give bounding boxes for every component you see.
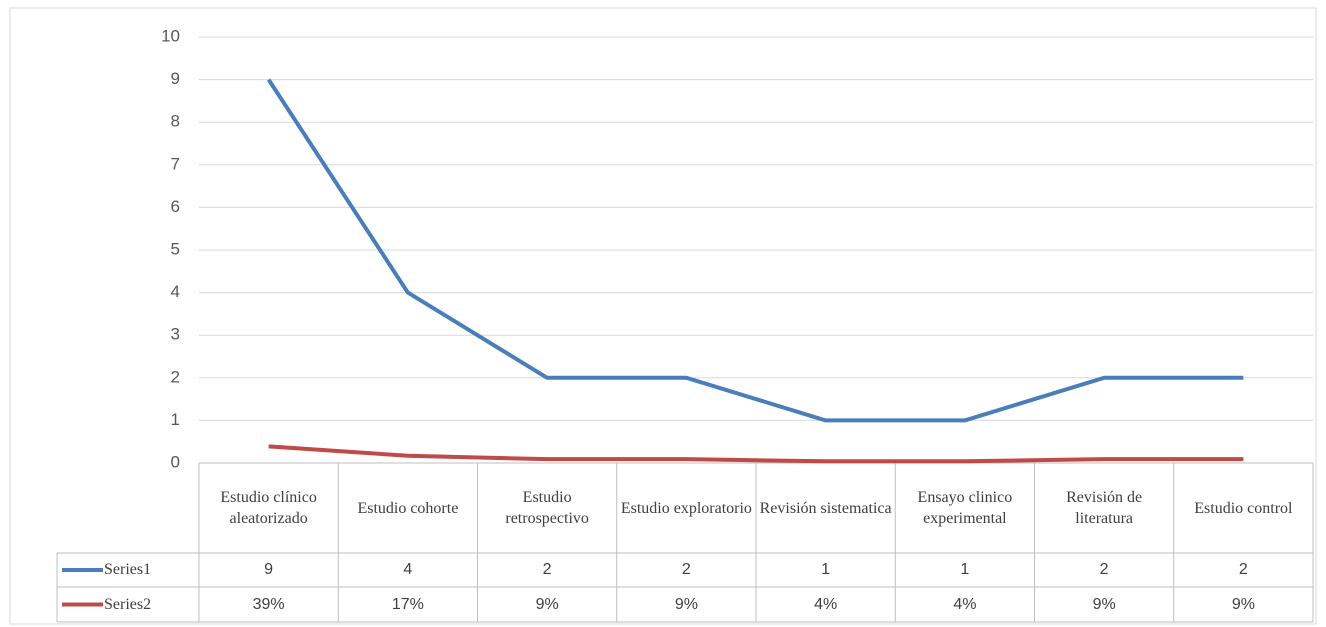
category-label: Estudio retrospectivo [505, 489, 589, 527]
table-value: 1 [960, 561, 970, 578]
y-tick-label: 6 [171, 197, 180, 216]
table-value: 1 [821, 561, 831, 578]
y-tick-label: 10 [161, 26, 180, 45]
chart-border [9, 7, 1317, 625]
y-tick-label: 5 [171, 239, 180, 258]
y-tick-label: 0 [171, 452, 180, 471]
category-label: Revisión de literatura [1066, 489, 1143, 527]
y-tick-label: 4 [171, 282, 180, 301]
category-label: Ensayo clinico experimental [917, 489, 1013, 527]
table-value: 9 [264, 561, 274, 578]
legend-label: Series1 [104, 561, 152, 578]
table-value: 2 [542, 561, 552, 578]
y-tick-label: 7 [171, 154, 180, 173]
category-label: Estudio exploratorio [620, 499, 752, 517]
legend-label: Series2 [104, 595, 152, 613]
y-tick-label: 3 [171, 325, 180, 344]
category-label: Estudio clínico aleatorizado [220, 489, 317, 527]
table-value: 2 [1238, 561, 1248, 578]
table-value: 2 [681, 561, 691, 578]
table-value: 4% [953, 595, 977, 613]
table-value: 4 [403, 561, 413, 578]
category-label: Revisión sistematica [759, 499, 892, 517]
y-tick-label: 9 [171, 69, 180, 88]
table-value: 9% [1092, 595, 1116, 613]
table-value: 39% [252, 595, 285, 613]
table-value: 9% [1231, 595, 1255, 613]
table-value: 2 [1099, 561, 1109, 578]
category-label: Estudio control [1194, 499, 1293, 517]
y-tick-label: 8 [171, 112, 180, 131]
table-value: 4% [814, 595, 838, 613]
series-line [268, 444, 1244, 464]
table-value: 9% [535, 595, 559, 613]
series-line [266, 78, 1244, 423]
table-value: 9% [674, 595, 698, 613]
category-label: Estudio cohorte [357, 499, 459, 517]
y-tick-label: 2 [171, 367, 180, 386]
table-value: 17% [391, 595, 424, 613]
y-tick-label: 1 [171, 410, 180, 429]
